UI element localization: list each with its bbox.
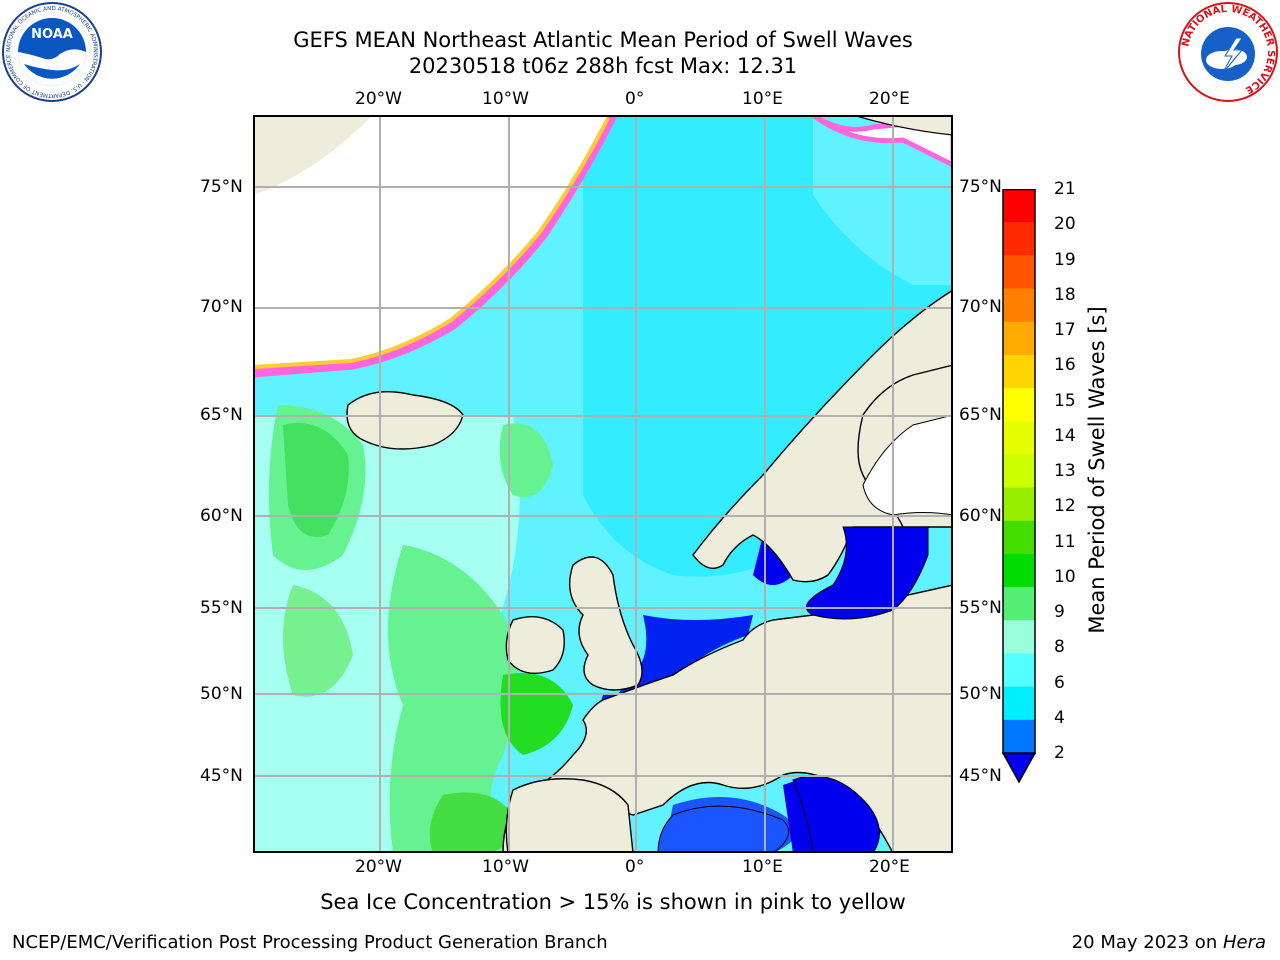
colorbar-tick: 17 — [1054, 320, 1076, 340]
graticule — [253, 115, 953, 853]
colorbar-tick: 12 — [1054, 496, 1076, 517]
colorbar-segment — [1003, 620, 1035, 655]
colorbar-tick: 6 — [1054, 672, 1065, 693]
colorbar-label: Mean Period of Swell Waves [s] — [1085, 306, 1109, 634]
colorbar-tick: 14 — [1054, 425, 1076, 446]
colorbar-tick: 9 — [1054, 602, 1065, 622]
map-frame — [253, 115, 953, 853]
colorbar-extend-arrow — [1001, 752, 1037, 784]
lat-left-5: 50°N — [200, 684, 243, 704]
swell-zone-faroe — [499, 423, 553, 497]
noaa-logo: NATIONAL OCEANIC AND ATMOSPHERIC ADMINIS… — [1, 0, 102, 102]
colorbar-tick: 21 — [1054, 179, 1076, 199]
nws-logo: NATIONAL WEATHER SERVICE — [1178, 2, 1278, 102]
colorbar-tick: 15 — [1054, 390, 1076, 411]
mediterranean-sea — [657, 805, 790, 853]
iceland-land — [346, 390, 464, 450]
lon-top-0: 20°W — [355, 89, 402, 109]
swell-zone-mid-atlantic — [283, 585, 353, 697]
colorbar-segment — [1003, 189, 1035, 223]
colorbar-segment — [1003, 222, 1035, 256]
colorbar-tick: 18 — [1054, 284, 1076, 305]
noaa-text: NOAA — [31, 27, 73, 42]
colorbar-tick: 20 — [1054, 214, 1076, 235]
sea-ice-edge-yellow — [253, 117, 610, 369]
colorbar-segment — [1003, 520, 1035, 555]
colorbar-tick: 8 — [1054, 637, 1065, 658]
colorbar-frame — [1002, 188, 1036, 755]
colorbar-segment — [1003, 587, 1035, 621]
colorbar-segment — [1003, 686, 1035, 721]
colorbar-tick: 13 — [1054, 461, 1076, 481]
colorbar-tick: 16 — [1054, 355, 1076, 376]
colorbar-segment — [1003, 255, 1035, 290]
colorbar-segment — [1003, 454, 1035, 489]
lat-left-4: 55°N — [200, 598, 243, 618]
sea-ice-edge-pink — [253, 115, 618, 378]
lat-right-3: 60°N — [959, 506, 1002, 526]
colorbar-segment — [1003, 553, 1035, 588]
colorbar-segment — [1003, 653, 1035, 688]
lat-left-2: 65°N — [200, 405, 243, 425]
lat-right-5: 50°N — [959, 684, 1002, 704]
lat-left-3: 60°N — [200, 506, 243, 526]
swell-zone-core-1 — [283, 423, 349, 537]
swell-zone-south-core — [429, 792, 513, 853]
lat-right-4: 55°N — [959, 598, 1002, 618]
footer-branch: NCEP/EMC/Verification Post Processing Pr… — [12, 932, 608, 953]
colorbar-tick: 10 — [1054, 566, 1076, 587]
lat-right-1: 70°N — [959, 297, 1002, 317]
lat-right-0: 75°N — [959, 177, 1002, 197]
lon-top-4: 20°E — [869, 89, 910, 109]
colorbar — [1001, 188, 1037, 784]
colorbar-tick: 4 — [1054, 707, 1065, 728]
colorbar-segment — [1003, 388, 1035, 422]
lon-bottom-4: 20°E — [869, 857, 910, 877]
colorbar-tick: 19 — [1054, 249, 1076, 270]
north-sea-short-period — [613, 615, 753, 705]
colorbar-segment — [1003, 288, 1035, 323]
iberia-land — [505, 778, 634, 853]
colorbar-segment — [1003, 719, 1035, 754]
lon-bottom-0: 20°W — [355, 857, 402, 877]
colorbar-segment — [1003, 321, 1035, 356]
baltic-sea — [805, 526, 929, 620]
plot-title: GEFS MEAN Northeast Atlantic Mean Period… — [293, 28, 913, 52]
colorbar-tick: 11 — [1054, 531, 1076, 552]
footer-date: 20 May 2023 on Hera — [1072, 932, 1266, 953]
gulf-of-bothnia — [862, 414, 953, 516]
lon-top-2: 0° — [625, 89, 645, 109]
lat-right-2: 65°N — [959, 405, 1002, 425]
lat-right-6: 45°N — [959, 766, 1002, 786]
lat-left-1: 70°N — [200, 297, 243, 317]
footer-machine: Hera — [1222, 932, 1266, 953]
lat-left-6: 45°N — [200, 766, 243, 786]
lon-top-3: 10°E — [742, 89, 783, 109]
great-britain-land — [569, 556, 643, 691]
lon-bottom-1: 10°W — [482, 857, 529, 877]
plot-subtitle: 20230518 t06z 288h fcst Max: 12.31 — [408, 54, 798, 78]
lon-bottom-2: 0° — [625, 857, 645, 877]
colorbar-tick: 2 — [1054, 743, 1065, 763]
footer-date-text: 20 May 2023 on — [1071, 932, 1223, 953]
colorbar-segment — [1003, 487, 1035, 522]
lat-left-0: 75°N — [200, 177, 243, 197]
ireland-land — [505, 616, 565, 674]
colorbar-segment — [1003, 354, 1035, 389]
lon-top-1: 10°W — [482, 89, 529, 109]
lon-bottom-3: 10°E — [742, 857, 783, 877]
adriatic-sea — [792, 775, 880, 853]
swell-period-map — [253, 115, 953, 853]
sea-ice-caption: Sea Ice Concentration > 15% is shown in … — [320, 890, 906, 914]
colorbar-segment — [1003, 421, 1035, 456]
